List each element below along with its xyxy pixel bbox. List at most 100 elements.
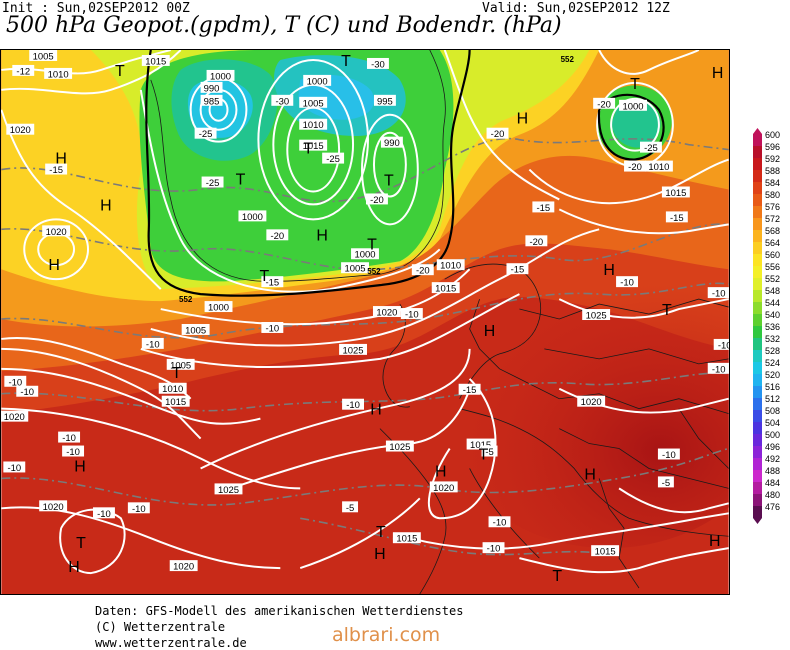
low-pressure-marker: T xyxy=(376,524,386,541)
svg-text:-10: -10 xyxy=(493,518,507,529)
temperature-label: -12 xyxy=(12,64,35,77)
temperature-label: -30 xyxy=(271,94,294,107)
svg-text:1020: 1020 xyxy=(46,227,67,238)
svg-text:1015: 1015 xyxy=(396,534,417,545)
svg-text:-15: -15 xyxy=(463,385,477,396)
legend-swatch xyxy=(753,386,762,398)
temperature-label: -10 xyxy=(93,507,115,520)
temperature-label: -10 xyxy=(713,338,730,351)
legend-value: 476 xyxy=(765,502,780,512)
legend-value: 548 xyxy=(765,286,780,296)
legend-swatch xyxy=(753,506,762,518)
svg-text:1015: 1015 xyxy=(145,56,166,67)
pressure-label: 1000 xyxy=(206,69,235,82)
svg-text:-10: -10 xyxy=(66,447,80,458)
svg-text:-10: -10 xyxy=(7,463,21,474)
svg-text:1025: 1025 xyxy=(343,345,364,356)
pressure-label: 1010 xyxy=(299,118,328,131)
svg-text:1020: 1020 xyxy=(173,562,194,573)
pressure-label: 1000 xyxy=(303,74,332,87)
pressure-label: 1000 xyxy=(351,248,379,261)
temperature-label: -20 xyxy=(593,97,616,110)
legend-swatch xyxy=(753,170,762,182)
temperature-label: -20 xyxy=(365,193,388,206)
svg-text:-10: -10 xyxy=(712,364,726,375)
pressure-label: 1015 xyxy=(661,186,690,199)
temperature-label: -10 xyxy=(58,431,81,444)
legend-value: 508 xyxy=(765,406,780,416)
temperature-label: -15 xyxy=(532,201,555,214)
svg-text:-20: -20 xyxy=(628,162,642,173)
svg-text:1005: 1005 xyxy=(345,264,366,275)
legend-swatch xyxy=(753,302,762,314)
pressure-label: 1025 xyxy=(339,343,367,356)
svg-text:-25: -25 xyxy=(199,129,213,140)
svg-text:1005: 1005 xyxy=(170,360,191,371)
legend-swatch xyxy=(753,230,762,242)
legend-value: 492 xyxy=(765,454,780,464)
temperature-labels: -12-25-30-30-25-25-20-20-20-20-15-15-15-… xyxy=(3,55,730,555)
pressure-labels: 1005101010151000990985100010051010101599… xyxy=(1,50,690,573)
svg-text:-5: -5 xyxy=(346,503,354,514)
legend-value: 544 xyxy=(765,298,780,308)
svg-text:-15: -15 xyxy=(266,278,280,289)
watermark: albrari.com xyxy=(332,624,441,646)
temperature-label: -10 xyxy=(141,337,164,350)
pressure-label: 1015 xyxy=(161,395,190,408)
temperature-label: -5 xyxy=(342,501,359,514)
svg-text:-30: -30 xyxy=(371,59,385,70)
legend-value: 572 xyxy=(765,214,780,224)
pressure-label: 1000 xyxy=(204,301,233,314)
pressure-label: 1015 xyxy=(141,54,170,67)
legend-value: 588 xyxy=(765,166,780,176)
pressure-label: 1015 xyxy=(591,545,620,558)
svg-text:-10: -10 xyxy=(718,340,730,351)
low-pressure-marker: T xyxy=(630,76,640,93)
temperature-label: -5 xyxy=(657,476,674,489)
pressure-label: 1015 xyxy=(299,139,328,152)
pressure-label: 1025 xyxy=(214,483,243,496)
temperature-label: -10 xyxy=(488,516,511,529)
svg-text:-10: -10 xyxy=(662,450,676,461)
legend-swatch xyxy=(753,458,762,470)
svg-text:1005: 1005 xyxy=(303,98,324,109)
svg-text:990: 990 xyxy=(384,138,400,149)
svg-text:-12: -12 xyxy=(16,66,30,77)
pressure-label: 985 xyxy=(200,94,223,107)
low-pressure-marker: T xyxy=(115,63,125,80)
pressure-label: 1020 xyxy=(42,225,71,238)
temperature-label: -25 xyxy=(194,127,217,140)
legend-swatch xyxy=(753,206,762,218)
svg-text:990: 990 xyxy=(204,83,220,94)
temperature-label: -20 xyxy=(266,229,289,242)
svg-text:1015: 1015 xyxy=(435,284,456,295)
pressure-label: 1005 xyxy=(341,262,369,275)
temperature-label: -15 xyxy=(458,383,481,396)
high-pressure-marker: H xyxy=(374,546,386,563)
svg-text:-10: -10 xyxy=(346,400,360,411)
svg-text:1005: 1005 xyxy=(33,51,54,62)
legend-value: 516 xyxy=(765,382,780,392)
legend-swatch xyxy=(753,410,762,422)
pressure-label: 1010 xyxy=(44,67,73,80)
svg-text:1000: 1000 xyxy=(208,303,229,314)
pressure-label: 1020 xyxy=(1,410,29,423)
svg-text:-10: -10 xyxy=(20,387,34,398)
temperature-label: -10 xyxy=(261,322,284,334)
pressure-label: 1020 xyxy=(6,123,35,136)
legend-value: 560 xyxy=(765,250,780,260)
contour-552-label: 552 xyxy=(367,267,381,276)
website-link[interactable]: www.wetterzentrale.de xyxy=(95,636,247,650)
legend-value: 488 xyxy=(765,466,780,476)
svg-text:-10: -10 xyxy=(146,339,160,350)
legend-swatch xyxy=(753,470,762,482)
pressure-label: 1010 xyxy=(158,382,187,395)
svg-text:-10: -10 xyxy=(97,509,111,520)
pressure-label: 1000 xyxy=(619,99,647,112)
svg-text:995: 995 xyxy=(377,96,393,107)
legend-value: 524 xyxy=(765,358,780,368)
high-pressure-marker: H xyxy=(712,65,724,82)
svg-text:1025: 1025 xyxy=(218,485,239,496)
svg-text:-15: -15 xyxy=(49,165,63,176)
legend-swatch xyxy=(753,278,762,290)
